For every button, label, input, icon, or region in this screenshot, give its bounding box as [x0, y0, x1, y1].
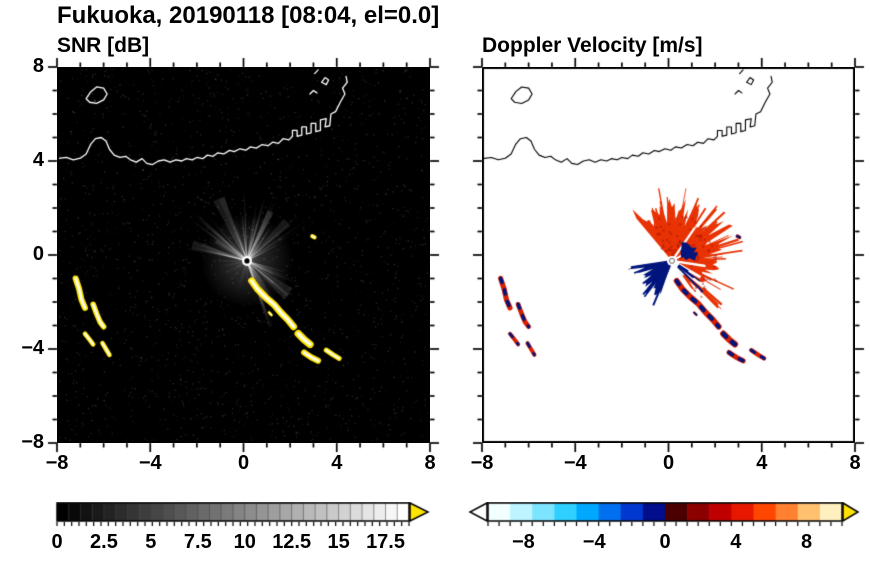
y-tick-label: 8: [32, 55, 44, 77]
doppler-colorbar-tick-label: 0: [659, 531, 671, 553]
doppler-colorbar-tick-label: −4: [582, 531, 606, 553]
snr-colorbar-tick-label: 0: [51, 531, 63, 553]
doppler-colorbar-tick-label: 8: [801, 531, 813, 553]
x-tick-label: −4: [138, 452, 162, 474]
x-tick-label: 8: [424, 452, 436, 474]
snr-colorbar-tick-label: 2.5: [90, 531, 118, 553]
x-tick-label: −4: [563, 452, 587, 474]
x-tick-label: 0: [662, 452, 675, 474]
snr-colorbar-tick-label: 5: [145, 531, 157, 553]
x-tick-label: 8: [849, 452, 861, 474]
x-tick-label: 4: [756, 452, 768, 474]
y-tick-label: 4: [32, 149, 44, 171]
y-tick-label: 0: [32, 243, 44, 265]
x-tick-label: −8: [470, 452, 494, 474]
snr-colorbar-tick-label: 10: [233, 531, 256, 553]
x-tick-label: 4: [331, 452, 343, 474]
x-tick-label: −8: [45, 452, 69, 474]
snr-colorbar: [55, 502, 435, 532]
snr-plot-canvas: [57, 67, 430, 443]
snr-colorbar-tick-label: 17.5: [366, 531, 405, 553]
snr-colorbar-tick-label: 15: [327, 531, 350, 553]
x-tick-label: 0: [237, 452, 250, 474]
snr-colorbar-tick-label: 7.5: [183, 531, 212, 553]
y-tick-label: −4: [21, 337, 44, 359]
doppler-colorbar: [468, 502, 860, 532]
doppler-colorbar-tick-label: 4: [730, 531, 742, 553]
doppler-plot-canvas: [482, 67, 855, 443]
y-tick-label: −8: [21, 431, 44, 453]
snr-colorbar-tick-label: 12.5: [272, 531, 312, 553]
doppler-colorbar-tick-label: −8: [511, 531, 535, 553]
